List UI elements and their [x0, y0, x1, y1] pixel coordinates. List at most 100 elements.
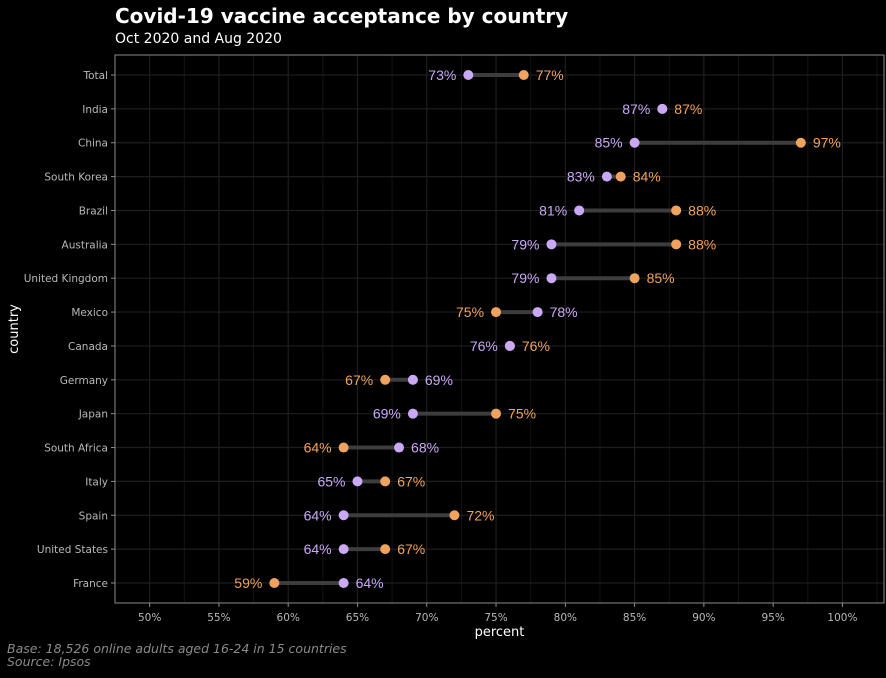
value-label: 67% — [397, 473, 425, 489]
y-axis-title: country — [7, 304, 22, 354]
value-label: 59% — [234, 575, 262, 591]
point-oct-2020 — [546, 273, 557, 284]
point-oct-2020 — [352, 476, 363, 487]
y-tick-label: Brazil — [79, 205, 108, 217]
y-axis: Total India China South Korea Brazil Australi… — [24, 70, 115, 590]
value-label: 75% — [508, 406, 536, 422]
point-aug-2020 — [615, 171, 626, 182]
point-oct-2020 — [338, 510, 349, 521]
y-tick-label: South Korea — [44, 172, 108, 184]
points — [269, 70, 806, 588]
value-label: 76% — [470, 338, 498, 354]
point-oct-2020 — [504, 340, 515, 351]
value-labels: 73% 77% 87% 87% 85% 97% 83% 84% 81% 88% 79% 88% 79% 8… — [234, 67, 841, 591]
point-oct-2020 — [463, 70, 474, 80]
value-label: 75% — [456, 304, 484, 320]
y-tick-label: Australia — [62, 239, 108, 251]
point-aug-2020 — [671, 205, 682, 216]
gridlines — [115, 55, 884, 603]
value-label: 69% — [425, 372, 453, 388]
value-label: 97% — [813, 135, 841, 151]
x-tick-label: 95% — [761, 612, 784, 624]
y-tick-label: Spain — [79, 510, 108, 522]
value-label: 88% — [688, 202, 716, 218]
y-tick-label: France — [73, 578, 108, 590]
point-oct-2020 — [338, 544, 349, 555]
point-aug-2020 — [380, 374, 391, 385]
point-aug-2020 — [269, 578, 280, 588]
x-tick-label: 80% — [554, 612, 577, 624]
value-label: 65% — [317, 473, 345, 489]
value-label: 64% — [356, 575, 384, 591]
value-label: 87% — [622, 101, 650, 117]
value-label: 87% — [674, 101, 702, 117]
point-aug-2020 — [449, 510, 460, 521]
point-oct-2020 — [657, 103, 668, 114]
value-label: 77% — [536, 67, 564, 83]
x-tick-label: 90% — [692, 612, 715, 624]
value-label: 81% — [539, 202, 567, 218]
value-label: 79% — [511, 236, 539, 252]
x-axis: 50% 55% 60% 65% 70% 75% 80% 85% 90% 95% 100% — [138, 603, 857, 624]
y-tick-label: Mexico — [71, 307, 108, 319]
point-oct-2020 — [546, 239, 557, 250]
value-label: 67% — [345, 372, 373, 388]
point-aug-2020 — [491, 307, 502, 318]
chart-subtitle: Oct 2020 and Aug 2020 — [115, 31, 282, 47]
value-label: 83% — [567, 169, 595, 185]
point-aug-2020 — [671, 239, 682, 250]
value-label: 85% — [595, 135, 623, 151]
value-label: 64% — [304, 507, 332, 523]
x-axis-title: percent — [475, 625, 525, 640]
chart-caption: Base: 18,526 online adults aged 16-24 in… — [7, 642, 347, 668]
value-label: 78% — [550, 304, 578, 320]
y-tick-label: Canada — [68, 341, 108, 353]
y-tick-label: China — [78, 138, 108, 150]
y-tick-label: Japan — [78, 409, 108, 421]
caption-source: Source: Ipsos — [7, 654, 91, 669]
point-aug-2020 — [518, 70, 529, 80]
point-oct-2020 — [601, 171, 612, 182]
y-tick-label: India — [82, 104, 108, 116]
y-tick-label: United States — [37, 544, 108, 556]
point-oct-2020 — [394, 442, 405, 453]
point-aug-2020 — [491, 408, 502, 419]
point-oct-2020 — [407, 408, 418, 419]
x-tick-label: 70% — [415, 612, 438, 624]
x-tick-label: 60% — [277, 612, 300, 624]
value-label: 85% — [647, 270, 675, 286]
segments — [274, 73, 801, 585]
value-label: 67% — [397, 541, 425, 557]
y-tick-label: Germany — [60, 375, 108, 387]
value-label: 84% — [633, 169, 661, 185]
point-aug-2020 — [629, 273, 640, 284]
y-tick-label: South Africa — [44, 443, 108, 455]
point-oct-2020 — [407, 374, 418, 385]
value-label: 64% — [304, 440, 332, 456]
point-aug-2020 — [380, 476, 391, 487]
point-oct-2020 — [629, 137, 640, 148]
value-label: 69% — [373, 406, 401, 422]
plot-border — [114, 54, 885, 604]
caption-base: Base: 18,526 online adults aged 16-24 in… — [7, 641, 347, 656]
value-label: 72% — [466, 507, 494, 523]
point-oct-2020 — [338, 578, 349, 588]
x-tick-label: 75% — [484, 612, 507, 624]
y-tick-label: United Kingdom — [24, 273, 108, 285]
point-aug-2020 — [380, 544, 391, 555]
chart-title: Covid-19 vaccine acceptance by country — [115, 4, 569, 28]
point-oct-2020 — [574, 205, 585, 216]
point-aug-2020 — [795, 137, 806, 148]
point-aug-2020 — [338, 442, 349, 453]
x-tick-label: 65% — [346, 612, 369, 624]
value-label: 76% — [522, 338, 550, 354]
x-tick-label: 50% — [138, 612, 161, 624]
x-tick-label: 85% — [623, 612, 646, 624]
y-tick-label: Total — [82, 70, 108, 82]
x-tick-label: 100% — [827, 612, 857, 624]
value-label: 88% — [688, 236, 716, 252]
x-tick-label: 55% — [207, 612, 230, 624]
y-tick-label: Italy — [85, 476, 108, 488]
value-label: 73% — [428, 67, 456, 83]
